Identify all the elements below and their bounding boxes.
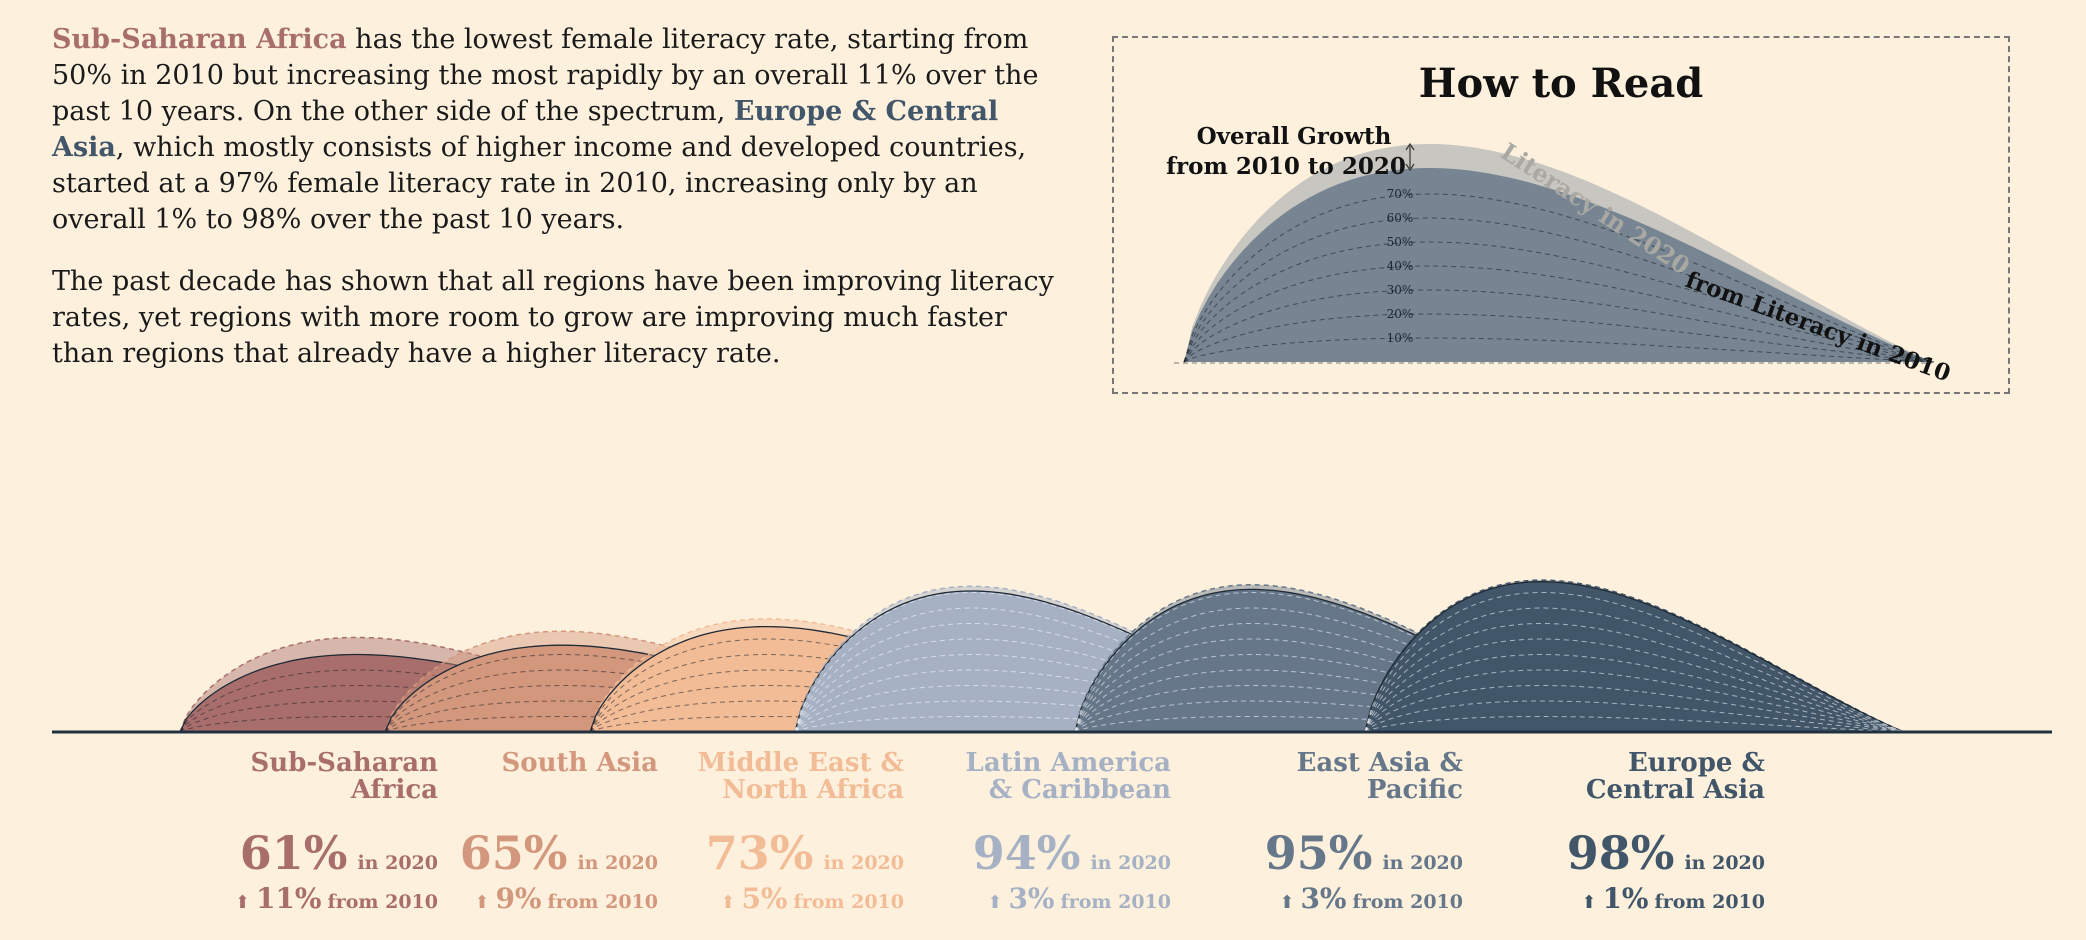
growth-value: 11% [255, 882, 322, 915]
growth-value: 3% [1008, 882, 1055, 915]
from-2010-label: from 2010 [327, 891, 438, 913]
from-2010-label: from 2010 [1654, 891, 1765, 913]
in-2020-label: in 2020 [1684, 852, 1765, 874]
ridge-contour [794, 607, 1336, 733]
growth-value: 3% [1300, 882, 1347, 915]
region-label: East Asia & Pacific 95% in 2020 ⬆ 3% from 2010 [1163, 750, 1463, 916]
intro-paragraph-2: The past decade has shown that all regio… [52, 266, 1054, 369]
region-label: Middle East & North Africa 73% in 2020 ⬆ 5% fr… [604, 750, 904, 916]
how-tick-label: 70% [1387, 187, 1414, 201]
intro-text-1: has the lowest female literacy rate, sta… [52, 24, 1039, 127]
region-name: South Asia [358, 750, 658, 808]
from-2010-label: from 2010 [793, 891, 904, 913]
how-tick-label: 40% [1387, 259, 1414, 273]
ridge-contour [384, 700, 926, 733]
how-contour [1183, 217, 1935, 363]
literacy-2020-value: 95% [1264, 826, 1373, 880]
region-name-line-1: Europe & [1627, 748, 1765, 778]
intro-text: Sub-Saharan Africa has the lowest female… [52, 22, 1062, 398]
region-name: Europe & Central Asia [1465, 750, 1765, 808]
region-label: Latin America & Caribbean 94% in 2020 ⬆ 3% fro… [871, 750, 1171, 916]
region-name-line-1: Latin America [965, 748, 1171, 778]
growth-arrow-up-icon [1405, 142, 1415, 151]
ridge-contour [1074, 700, 1616, 733]
ridge-contour [589, 700, 1131, 733]
from-2010-label: from 2010 [1060, 891, 1171, 913]
in-2020-label: in 2020 [1382, 852, 1463, 874]
how-to-read-diagram: 70% 60% 50% 40% 30% 20% 10% Overall Growth from … [1166, 123, 1954, 387]
literacy-2020-value: 98% [1566, 826, 1675, 880]
literacy-2020-value: 73% [705, 826, 814, 880]
ridge-contour [1364, 716, 1906, 733]
up-arrow-icon: ⬆ [987, 892, 1003, 913]
growth-value: 9% [495, 882, 542, 915]
ridge-contour [179, 700, 721, 733]
growth-value: 5% [741, 882, 788, 915]
region-name-line-2: North Africa [722, 775, 904, 805]
how-growth-label-2: from 2010 to 2020 [1166, 153, 1406, 180]
highlight-sub-saharan: Sub-Saharan Africa [52, 24, 347, 55]
ridge-contour [1364, 669, 1906, 733]
region-name-line-1: Sub-Saharan [250, 748, 438, 778]
ridge-contour [1364, 700, 1906, 733]
up-arrow-icon: ⬆ [720, 892, 736, 913]
ridge-contour [1364, 685, 1906, 733]
up-arrow-icon: ⬆ [234, 892, 250, 913]
in-2020-label: in 2020 [357, 852, 438, 874]
ridge-contour [1074, 607, 1616, 733]
growth-value: 1% [1602, 882, 1649, 915]
how-to-read-box: How to Read 70% 60% 50% 40% 30% 20% 10% Overall… [1112, 36, 2010, 394]
how-2010-area [1184, 168, 1934, 362]
how-contour [1183, 193, 1935, 363]
region-name: Middle East & North Africa [604, 750, 904, 808]
ridge-contour [794, 700, 1336, 733]
intro-paragraph-1: Sub-Saharan Africa has the lowest female… [52, 22, 1062, 238]
region-name-line-2: Central Asia [1585, 775, 1765, 805]
ridge-2010-area [1364, 581, 1906, 733]
up-arrow-icon: ⬆ [1581, 892, 1597, 913]
in-2020-label: in 2020 [823, 852, 904, 874]
region-name-line-1: Middle East & [697, 748, 904, 778]
ridge-contour [1364, 623, 1906, 733]
region-name-line-1: East Asia & [1296, 748, 1463, 778]
how-contour [1183, 265, 1935, 363]
highlight-europe: Europe & Central Asia [52, 96, 999, 163]
literacy-2020-value: 65% [459, 826, 568, 880]
in-2020-label: in 2020 [1090, 852, 1171, 874]
region-label: Europe & Central Asia 98% in 2020 ⬆ 1% from 20… [1465, 750, 1765, 916]
how-tick-label: 60% [1387, 211, 1414, 225]
ridge-6 [1364, 579, 1906, 733]
how-contour [1183, 337, 1935, 363]
region-name: East Asia & Pacific [1163, 750, 1463, 808]
how-contour [1183, 241, 1935, 363]
how-tick-label: 30% [1387, 283, 1414, 297]
how-growth-label-1: Overall Growth [1197, 123, 1392, 150]
growth-arrow-down-icon [1405, 163, 1415, 172]
region-label: South Asia 65% in 2020 ⬆ 9% from 2010 [358, 750, 658, 916]
up-arrow-icon: ⬆ [474, 892, 490, 913]
ridge-chart [52, 579, 2052, 734]
from-2010-label: from 2010 [547, 891, 658, 913]
in-2020-label: in 2020 [577, 852, 658, 874]
up-arrow-icon: ⬆ [1279, 892, 1295, 913]
literacy-2020-value: 61% [239, 826, 348, 880]
how-to-read-title: How to Read [1418, 60, 1704, 107]
region-name-line-2: & Caribbean [988, 775, 1171, 805]
ridge-contour [1364, 607, 1906, 733]
region-name-line-2: Africa [350, 775, 438, 805]
literacy-2020-value: 94% [972, 826, 1081, 880]
region-name: Latin America & Caribbean [871, 750, 1171, 808]
region-name-line-1: South Asia [501, 748, 658, 778]
how-tick-label: 50% [1387, 235, 1414, 249]
region-name-line-2: Pacific [1366, 775, 1463, 805]
how-tick-label: 20% [1387, 307, 1414, 321]
from-2010-label: from 2010 [1352, 891, 1463, 913]
region-name: Sub-Saharan Africa [138, 750, 438, 808]
region-label: Sub-Saharan Africa 61% in 2020 ⬆ 11% from 2010 [138, 750, 438, 916]
intro-text-2: , which mostly consists of higher income… [52, 132, 1027, 235]
how-tick-label: 10% [1387, 331, 1414, 345]
